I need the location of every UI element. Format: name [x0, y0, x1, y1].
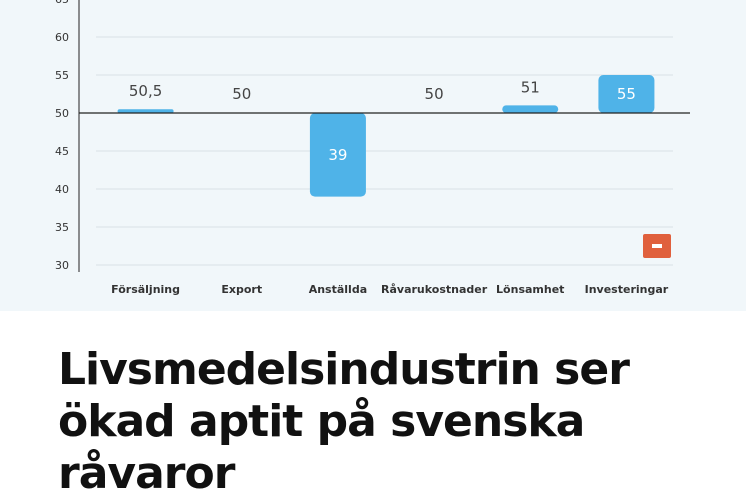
y-tick-label: 30 [55, 259, 69, 272]
bar [502, 105, 559, 113]
x-tick-label: Anställda [309, 283, 367, 296]
y-tick-label: 45 [55, 145, 69, 158]
x-tick-label: Försäljning [111, 283, 180, 296]
y-tick-label: 40 [55, 183, 69, 196]
data-label: 50,5 [129, 82, 162, 100]
article-headline: Livsmedelsindustrin ser ökad aptit på sv… [58, 344, 630, 499]
y-tick-label: 65 [55, 0, 69, 6]
bar [117, 109, 174, 113]
x-tick-label: Investeringar [585, 283, 669, 296]
bar [309, 113, 366, 197]
data-label: 50 [425, 85, 444, 103]
bar-chart: 30 35 40 45 50 55 60 65 50,5 Försäljning 50 Export 3… [55, 0, 690, 296]
minus-button[interactable] [643, 234, 671, 258]
data-label: 50 [232, 85, 251, 103]
bar [598, 75, 655, 113]
x-tick-label: Export [221, 283, 262, 296]
y-tick-label: 35 [55, 221, 69, 234]
chart-panel: 30 35 40 45 50 55 60 65 50,5 Försäljning 50 Export 3… [0, 0, 746, 311]
y-tick-label: 50 [55, 107, 69, 120]
y-tick-label: 55 [55, 69, 69, 82]
data-label: 55 [617, 85, 636, 103]
data-label: 51 [521, 78, 540, 96]
x-tick-label: Råvarukostnader [381, 283, 488, 296]
y-tick-label: 60 [55, 31, 69, 44]
x-tick-label: Lönsamhet [496, 283, 564, 296]
data-label: 39 [328, 146, 347, 164]
minus-icon [652, 244, 662, 248]
